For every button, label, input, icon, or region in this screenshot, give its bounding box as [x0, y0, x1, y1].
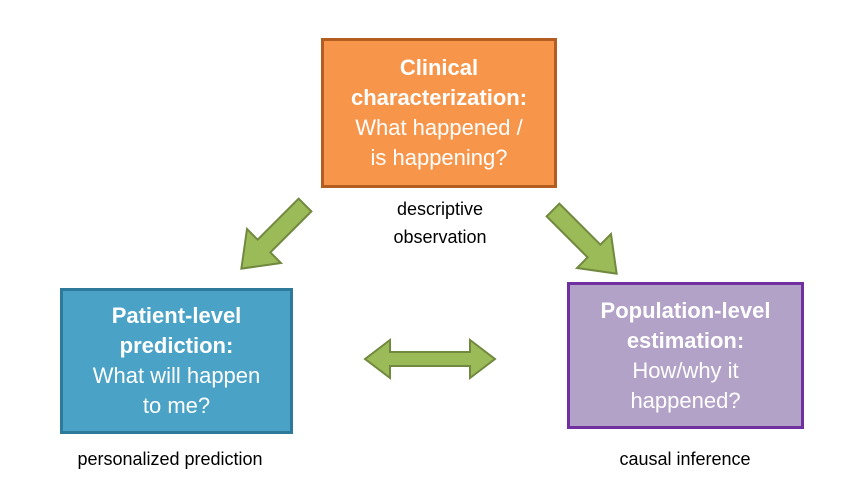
population-level-estimation-box: Population-level estimation: How/why it …	[567, 282, 804, 429]
right-box-title-line1: Population-level	[600, 297, 771, 323]
left-box-title-line1: Patient-level	[111, 303, 242, 328]
arrow-bidirectional	[363, 337, 497, 381]
right-box-title-line2: estimation:	[626, 327, 745, 353]
top-caption-line1: descriptive	[396, 199, 484, 219]
right-box-question-line2: happened?	[630, 387, 741, 413]
top-box-title-line1: Clinical	[399, 55, 479, 80]
top-box-question-line2: is happening?	[370, 145, 508, 170]
descriptive-observation-caption: descriptive observation	[340, 195, 540, 251]
left-box-question-line1: What will happen	[92, 363, 261, 388]
clinical-characterization-box: Clinical characterization: What happened…	[321, 38, 557, 188]
left-box-question-line2: to me?	[142, 393, 211, 418]
arrow-top-to-left	[240, 197, 313, 270]
right-box-question-line1: How/why it	[632, 357, 739, 383]
top-box-title-line2: characterization:	[350, 85, 528, 110]
arrow-top-to-right	[545, 202, 618, 275]
top-caption-line2: observation	[393, 227, 487, 247]
left-box-title-line2: prediction:	[119, 333, 234, 358]
patient-level-prediction-box: Patient-level prediction: What will happ…	[60, 288, 293, 434]
personalized-prediction-caption: personalized prediction	[77, 449, 263, 469]
causal-inference-caption: causal inference	[619, 449, 751, 469]
top-box-question-line1: What happened /	[355, 115, 523, 140]
